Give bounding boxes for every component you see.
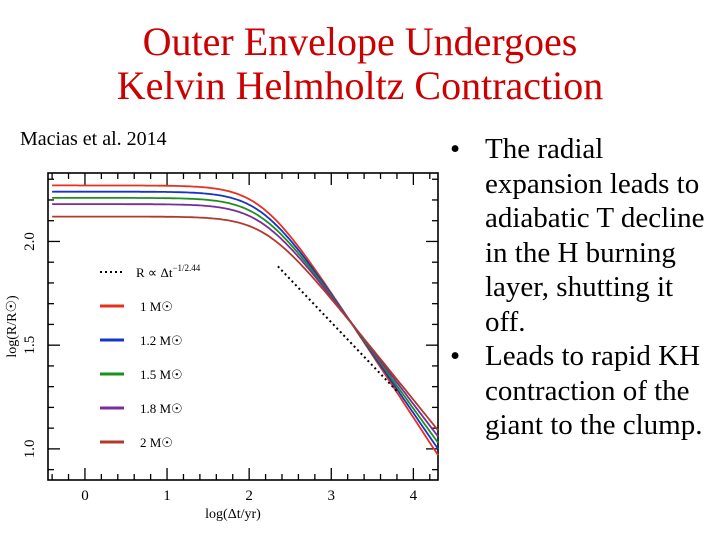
plot-frame [47, 172, 439, 481]
bullet-marker: • [450, 133, 461, 165]
legend-label-3: 1.5 M☉ [140, 367, 183, 382]
legend-label-5: 2 M☉ [140, 435, 173, 450]
series-curve-1 [52, 184, 439, 456]
bullet-list: • The radial expansion leads to adiabati… [450, 132, 718, 443]
legend-label-fit: R ∝ Δt−1/2.44 [136, 263, 201, 280]
bullet-text-1: The radial expansion leads to adiabatic … [485, 133, 705, 338]
series-curve-2 [52, 190, 439, 450]
x-tick-label: 2 [245, 488, 253, 504]
x-tick-label: 1 [163, 488, 171, 504]
y-tick-label: 1.5 [22, 336, 38, 355]
title-line-1: Outer Envelope Undergoes [142, 19, 578, 64]
y-tick-label: 2.0 [22, 232, 38, 251]
radius-evolution-chart: 0 1 2 3 4 1.0 1.5 2.0 log(Δt/yr) log(R/R☉) R ∝ Δt−… [5, 172, 439, 522]
title-line-2: Kelvin Helmholtz Contraction [116, 63, 604, 108]
citation: Macias et al. 2014 [20, 128, 167, 150]
bullet-text-2: Leads to rapid KH contraction of the gia… [485, 340, 703, 441]
y-tick-label: 1.0 [22, 440, 38, 459]
legend-label-1: 1 M☉ [140, 299, 173, 314]
x-tick-label: 3 [328, 488, 336, 504]
bullet-item-1: • The radial expansion leads to adiabati… [450, 132, 718, 339]
legend-label-4: 1.8 M☉ [140, 401, 183, 416]
x-tick-label: 0 [81, 488, 89, 504]
fit-line [277, 265, 400, 394]
slide-title: Outer Envelope Undergoes Kelvin Helmholt… [0, 20, 720, 108]
x-tick-label: 4 [410, 488, 418, 504]
bullet-item-2: • Leads to rapid KH contraction of the g… [450, 339, 718, 443]
y-axis-label: log(R/R☉) [5, 295, 20, 358]
bullet-marker: • [450, 340, 461, 372]
series-curve-5 [52, 215, 439, 431]
legend-label-2: 1.2 M☉ [140, 333, 183, 348]
x-axis-label: log(Δt/yr) [205, 507, 261, 522]
series-curve-3 [52, 197, 439, 444]
series-curve-4 [52, 203, 439, 437]
